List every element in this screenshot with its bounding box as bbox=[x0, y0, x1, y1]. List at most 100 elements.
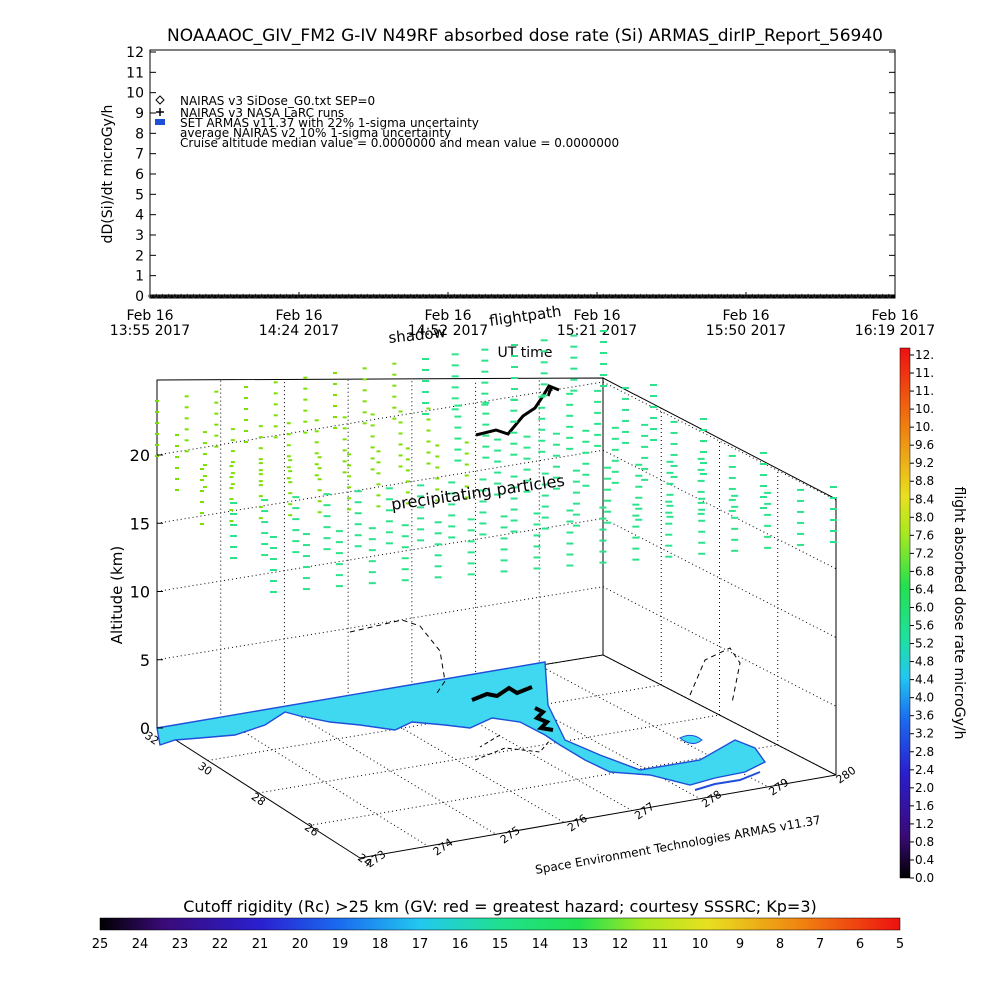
particle-marker bbox=[342, 438, 347, 441]
particle-marker bbox=[523, 446, 531, 449]
particle-marker bbox=[454, 426, 462, 429]
lat-tick-label: 28 bbox=[249, 790, 268, 809]
y-tick-label: 7 bbox=[135, 147, 144, 163]
nairas-point bbox=[873, 293, 879, 299]
particle-marker bbox=[572, 502, 580, 505]
particle-marker bbox=[552, 487, 560, 490]
dose-series bbox=[147, 293, 895, 299]
particle-marker bbox=[302, 544, 310, 547]
particle-marker bbox=[666, 471, 674, 474]
nairas-point bbox=[315, 293, 321, 299]
bottom-colorbar-tick-label: 22 bbox=[212, 937, 229, 952]
particle-marker bbox=[258, 447, 263, 450]
bottom-colorbar-tick-label: 9 bbox=[736, 937, 744, 952]
nairas-point bbox=[408, 293, 414, 299]
particle-marker bbox=[540, 350, 548, 353]
nairas-point bbox=[520, 293, 525, 299]
particle-marker bbox=[670, 442, 678, 445]
particle-marker bbox=[200, 523, 204, 525]
particle-marker bbox=[760, 485, 767, 487]
particle-marker bbox=[286, 455, 291, 458]
particle-marker bbox=[426, 462, 431, 465]
particle-marker bbox=[202, 453, 207, 456]
bottom-colorbar-title: Cutoff rigidity (Rc) >25 km (GV: red = g… bbox=[183, 897, 817, 916]
particle-marker bbox=[335, 574, 343, 577]
particle-marker bbox=[697, 468, 705, 471]
colorbar-tick-label: 5.2 bbox=[915, 637, 934, 651]
colorbar-tick-label: 8.0 bbox=[915, 510, 934, 524]
particle-marker bbox=[510, 409, 518, 412]
particle-marker bbox=[347, 508, 352, 511]
particle-marker bbox=[670, 431, 678, 434]
particle-marker bbox=[481, 359, 489, 362]
particle-marker bbox=[370, 446, 375, 449]
nairas-point bbox=[420, 293, 426, 299]
particle-marker bbox=[510, 497, 518, 500]
particle-marker bbox=[385, 487, 393, 490]
particle-marker bbox=[435, 466, 440, 469]
particle-marker bbox=[566, 542, 574, 545]
particle-marker bbox=[500, 515, 508, 518]
nairas-point bbox=[209, 293, 215, 299]
bottom-colorbar-tick-label: 21 bbox=[252, 937, 269, 952]
particle-marker bbox=[398, 465, 403, 468]
particle-marker bbox=[700, 451, 707, 453]
particle-marker bbox=[426, 429, 431, 432]
particle-marker bbox=[314, 441, 319, 444]
particle-marker bbox=[288, 514, 293, 517]
colorbar-tick-label: 2.8 bbox=[915, 745, 934, 759]
particle-marker bbox=[288, 470, 293, 473]
nairas-point bbox=[600, 293, 606, 299]
particle-marker bbox=[405, 491, 410, 494]
nairas-point bbox=[308, 293, 314, 299]
particle-marker bbox=[764, 491, 772, 494]
particle-marker bbox=[700, 473, 707, 475]
particle-marker bbox=[385, 498, 393, 501]
z-tick-label: 5 bbox=[140, 651, 150, 670]
nairas-point bbox=[625, 293, 631, 299]
bottom-colorbar-tick-label: 23 bbox=[172, 937, 189, 952]
z-tick-label: 10 bbox=[130, 583, 150, 602]
particle-marker bbox=[370, 468, 375, 471]
particle-marker bbox=[258, 480, 263, 483]
top-plot-frame bbox=[149, 49, 896, 299]
nairas-point bbox=[383, 293, 389, 299]
colorbar-tick-label: 3.6 bbox=[915, 709, 934, 723]
grid-line bbox=[156, 586, 604, 661]
x-tick-date: Feb 16 bbox=[424, 308, 471, 324]
particle-marker bbox=[258, 506, 263, 509]
nairas-point bbox=[793, 293, 799, 299]
particle-marker bbox=[175, 456, 179, 458]
particle-marker bbox=[599, 539, 607, 542]
particle-marker bbox=[200, 479, 204, 481]
particle-marker bbox=[700, 429, 707, 431]
particle-marker bbox=[286, 433, 291, 436]
particle-marker bbox=[342, 471, 347, 474]
particle-marker bbox=[570, 367, 578, 370]
particle-marker bbox=[258, 484, 263, 487]
bottom-colorbar-tick-label: 10 bbox=[692, 937, 709, 952]
particle-marker bbox=[666, 482, 674, 485]
colorbar-tick-label: 0.0 bbox=[915, 871, 934, 885]
particle-marker bbox=[370, 424, 375, 427]
particle-marker bbox=[376, 505, 381, 508]
particle-marker bbox=[405, 447, 410, 450]
particle-marker bbox=[764, 513, 772, 516]
particle-marker bbox=[599, 517, 607, 520]
particle-marker bbox=[604, 521, 612, 524]
nairas-point bbox=[799, 293, 805, 299]
particle-marker bbox=[323, 526, 331, 529]
nairas-point bbox=[594, 293, 600, 299]
particle-marker bbox=[533, 534, 541, 537]
particle-marker bbox=[464, 463, 469, 466]
nairas-point bbox=[818, 293, 823, 299]
x-tick-date: Feb 16 bbox=[126, 308, 173, 324]
particle-marker bbox=[342, 449, 347, 452]
nairas-point bbox=[271, 293, 277, 299]
particle-marker bbox=[454, 448, 462, 451]
particle-marker bbox=[764, 502, 772, 505]
nairas-point bbox=[215, 293, 221, 299]
particle-marker bbox=[314, 430, 319, 433]
nairas-point bbox=[513, 293, 519, 299]
particle-marker bbox=[175, 489, 179, 491]
